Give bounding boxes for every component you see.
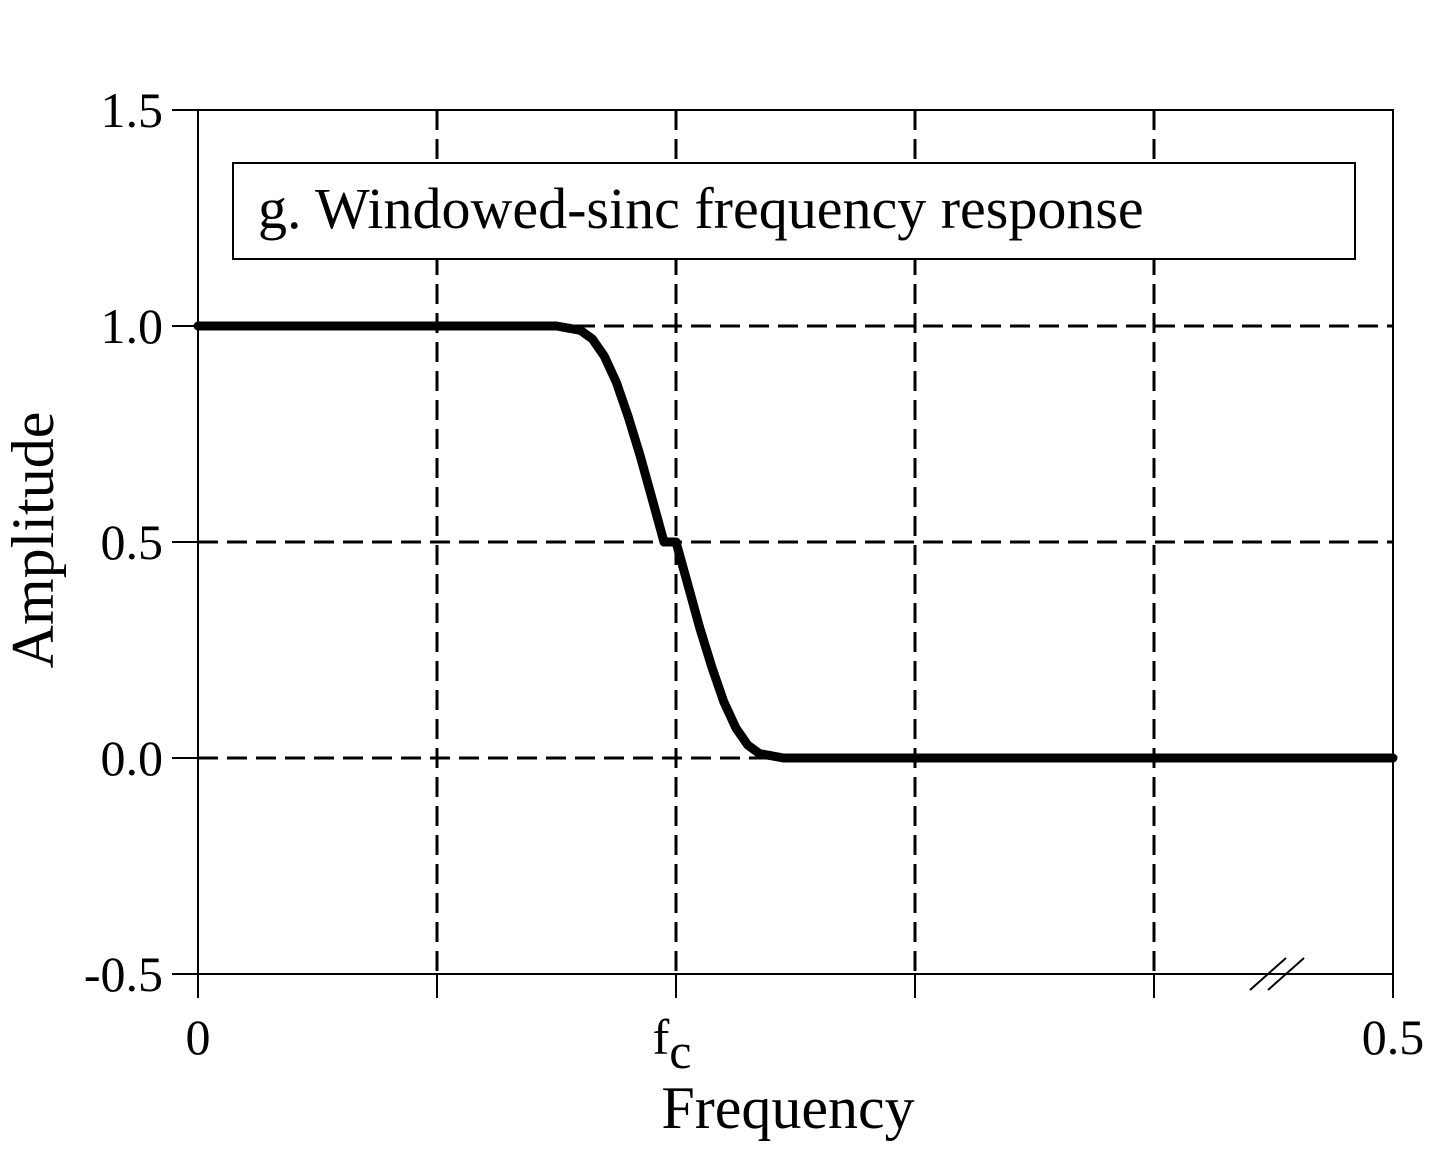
y-tick-label: 0.0 <box>101 730 164 786</box>
x-tick-label-text: f <box>653 1009 670 1065</box>
x-tick-label: fc <box>653 1009 692 1079</box>
y-tick-label: -0.5 <box>84 946 163 1002</box>
y-tick-label: 1.5 <box>101 82 164 138</box>
chart-title: g. Windowed-sinc frequency response <box>258 176 1144 241</box>
series-layer <box>193 321 1398 763</box>
chart-title-border <box>232 162 1356 260</box>
y-tick-label: 0.5 <box>101 514 164 570</box>
chart-title-box: g. Windowed-sinc frequency response <box>232 162 1356 260</box>
x-tick-label-subscript: c <box>669 1023 691 1079</box>
x-axis-title: Frequency <box>661 1075 914 1141</box>
y-axis-title: Amplitude <box>0 412 66 669</box>
x-tick-label: 0 <box>186 1009 211 1065</box>
axis-break-marker <box>1249 957 1305 991</box>
axis-break-slash <box>1267 957 1305 991</box>
y-tick-label: 1.0 <box>101 298 164 354</box>
x-tick-label-text: 0 <box>186 1009 211 1065</box>
series-line-0 <box>193 321 1398 763</box>
x-tick-labels: 0 fc 0.5 <box>186 1009 1425 1079</box>
y-tick-labels: 1.5 1.0 0.5 0.0 -0.5 <box>84 82 163 1002</box>
axis-break-slash <box>1249 957 1287 991</box>
x-tick-label: 0.5 <box>1362 1009 1425 1065</box>
x-tick-label-text: 0.5 <box>1362 1009 1425 1065</box>
